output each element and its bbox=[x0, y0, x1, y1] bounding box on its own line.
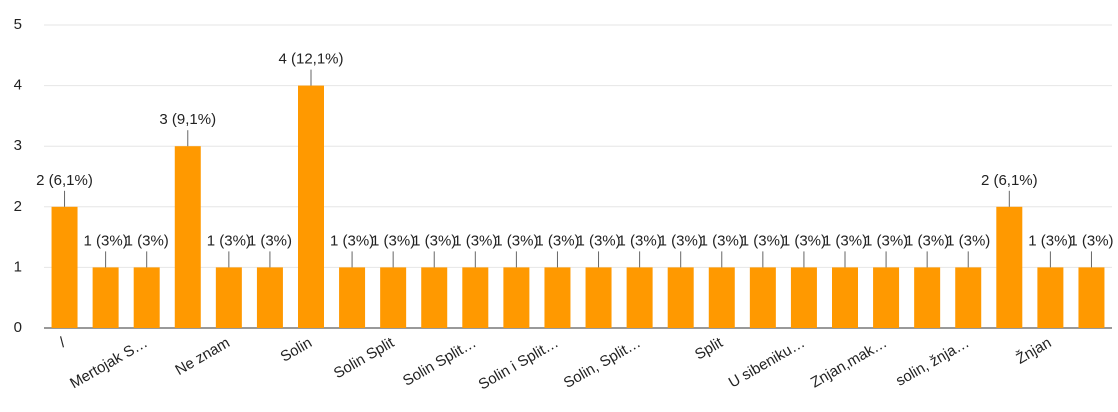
data-label: 1 (3%) bbox=[576, 232, 620, 249]
bar bbox=[832, 267, 858, 328]
x-tick-label: Žnjan bbox=[1013, 334, 1054, 367]
data-label: 2 (6,1%) bbox=[981, 172, 1038, 189]
data-label: 1 (3%) bbox=[618, 232, 662, 249]
bar bbox=[708, 267, 735, 328]
y-tick-label: 1 bbox=[14, 258, 22, 275]
bar bbox=[914, 267, 941, 328]
bar bbox=[626, 267, 653, 328]
bar bbox=[873, 267, 900, 328]
bar bbox=[380, 267, 407, 328]
data-label: 1 (3%) bbox=[864, 232, 908, 249]
x-tick-label: Solin Split bbox=[331, 334, 398, 382]
bar bbox=[174, 146, 201, 328]
bar bbox=[215, 267, 242, 328]
x-tick-label: Znjan,mak… bbox=[808, 334, 890, 391]
bar bbox=[92, 267, 119, 328]
data-label: 1 (3%) bbox=[412, 232, 456, 249]
bar bbox=[503, 267, 530, 328]
data-label: 1 (3%) bbox=[700, 232, 744, 249]
x-tick-label: Solin i Split… bbox=[476, 334, 562, 393]
x-tick-label: Ne znam bbox=[172, 334, 232, 379]
bar bbox=[1078, 267, 1105, 328]
bar bbox=[421, 267, 448, 328]
x-tick-label: Mertojak S… bbox=[67, 334, 151, 392]
x-tick-label: U sibeniku… bbox=[726, 334, 808, 391]
bar bbox=[133, 267, 160, 328]
y-tick-label: 2 bbox=[14, 198, 22, 215]
data-label: 1 (3%) bbox=[782, 232, 826, 249]
bar bbox=[790, 267, 817, 328]
y-tick-label: 4 bbox=[14, 77, 22, 94]
data-label: 1 (3%) bbox=[741, 232, 785, 249]
data-label: 3 (9,1%) bbox=[159, 111, 216, 128]
bar bbox=[996, 206, 1023, 328]
data-label: 1 (3%) bbox=[248, 232, 292, 249]
x-tick-label: Split bbox=[692, 334, 726, 364]
bar bbox=[585, 267, 612, 328]
x-tick-label: solin, žnja… bbox=[893, 334, 972, 390]
bar bbox=[298, 85, 324, 328]
data-label: 1 (3%) bbox=[371, 232, 415, 249]
data-label: 1 (3%) bbox=[905, 232, 949, 249]
data-label: 1 (3%) bbox=[453, 232, 497, 249]
bar bbox=[339, 267, 366, 328]
x-tick-label: Solin, Split… bbox=[561, 334, 644, 392]
data-label: 1 (3%) bbox=[330, 232, 374, 249]
y-tick-label: 0 bbox=[14, 319, 22, 336]
y-tick-label: 5 bbox=[14, 16, 22, 33]
data-label: 1 (3%) bbox=[659, 232, 703, 249]
x-tick-label: Solin Split… bbox=[400, 334, 479, 390]
data-label: 1 (3%) bbox=[535, 232, 579, 249]
data-label: 1 (3%) bbox=[946, 232, 990, 249]
data-label: 1 (3%) bbox=[1028, 232, 1072, 249]
data-label: 1 (3%) bbox=[125, 232, 169, 249]
data-label: 1 (3%) bbox=[494, 232, 538, 249]
y-tick-label: 3 bbox=[14, 137, 22, 154]
x-tick-label: Solin bbox=[278, 334, 315, 365]
data-label: 1 (3%) bbox=[207, 232, 251, 249]
data-label: 2 (6,1%) bbox=[36, 172, 93, 189]
data-label: 4 (12,1%) bbox=[278, 51, 343, 68]
bar bbox=[667, 267, 694, 328]
data-label: 1 (3%) bbox=[823, 232, 867, 249]
data-label: 1 (3%) bbox=[1069, 232, 1113, 249]
bar bbox=[1037, 267, 1064, 328]
x-tick-label: / bbox=[56, 334, 69, 351]
bar bbox=[462, 267, 489, 328]
data-label: 1 (3%) bbox=[84, 232, 128, 249]
bar bbox=[51, 206, 78, 328]
bar bbox=[749, 267, 776, 328]
bar bbox=[256, 267, 283, 328]
bar bbox=[955, 267, 982, 328]
bar bbox=[544, 267, 571, 328]
